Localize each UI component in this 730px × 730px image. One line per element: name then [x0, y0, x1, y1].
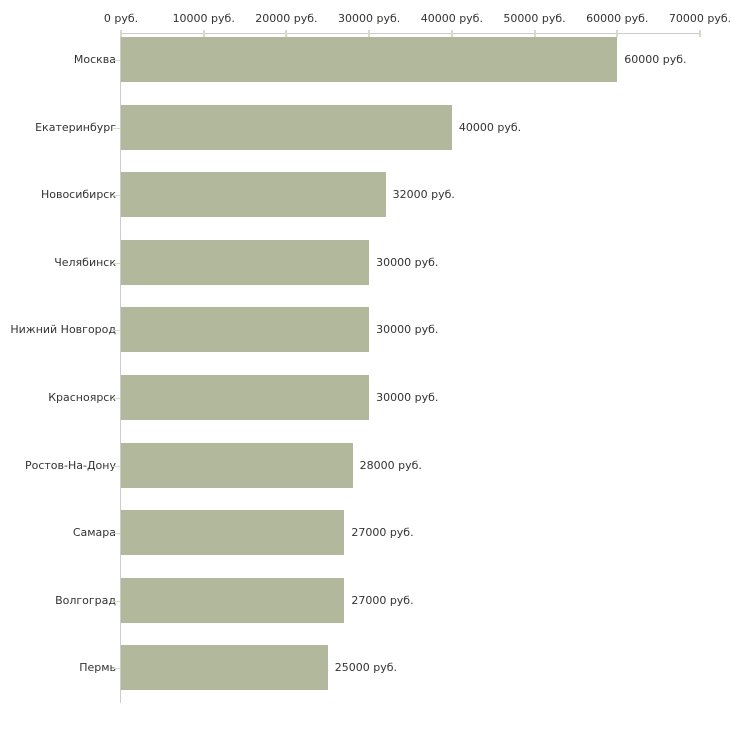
category-tick — [112, 127, 120, 129]
bar — [121, 104, 452, 150]
x-tick — [368, 30, 371, 37]
x-tick — [120, 30, 122, 37]
bar-value-label: 32000 руб. — [392, 188, 455, 202]
category-label: Самара — [72, 526, 116, 540]
bar-value-label: 40000 руб. — [458, 120, 522, 134]
x-tick-label: 10000 руб. — [172, 12, 235, 25]
category-label: Красноярск — [48, 391, 116, 404]
x-tick-label: 30000 руб. — [338, 12, 401, 25]
x-tick-label: 40000 руб. — [420, 12, 483, 25]
category-tick — [112, 262, 120, 264]
bar-value-label: 30000 руб. — [376, 391, 439, 404]
category-tick — [112, 533, 120, 535]
bar-value-label: 28000 руб. — [359, 458, 422, 472]
category-label: Нижний Новгород — [10, 323, 116, 337]
bar — [121, 510, 345, 556]
x-tick — [616, 30, 619, 37]
bar — [121, 577, 345, 623]
category-label: Екатеринбург — [35, 120, 116, 134]
category-label: Ростов-На-Дону — [24, 458, 116, 472]
x-tick-label: 70000 руб. — [668, 12, 730, 25]
bar — [121, 442, 353, 488]
bar — [121, 37, 618, 82]
category-tick — [112, 60, 120, 61]
category-tick — [112, 195, 120, 197]
bar — [121, 375, 370, 420]
bar-value-label: 30000 руб. — [376, 323, 439, 337]
x-tick-label: 20000 руб. — [255, 12, 318, 25]
category-tick — [112, 668, 120, 670]
bar-value-label: 27000 руб. — [351, 593, 414, 607]
x-tick-label: 60000 руб. — [586, 12, 649, 25]
bar — [121, 645, 328, 691]
x-tick — [533, 30, 536, 37]
x-tick — [699, 30, 701, 37]
bar-value-label: 30000 руб. — [376, 255, 439, 269]
category-tick — [112, 330, 120, 332]
category-tick — [112, 398, 120, 399]
bar — [121, 172, 386, 218]
bar-value-label: 60000 руб. — [624, 53, 687, 66]
x-tick — [202, 30, 205, 37]
x-tick-label: 50000 руб. — [503, 12, 566, 25]
bar — [121, 239, 370, 285]
bar-value-label: 25000 руб. — [334, 661, 398, 675]
bar — [121, 307, 370, 353]
category-label: Пермь — [79, 661, 116, 675]
category-label: Москва — [73, 53, 116, 66]
category-tick — [112, 600, 120, 602]
category-label: Новосибирск — [40, 188, 116, 202]
bar-value-label: 27000 руб. — [351, 526, 414, 540]
category-label: Челябинск — [54, 255, 116, 269]
category-label: Волгоград — [55, 593, 116, 607]
category-tick — [112, 465, 120, 467]
x-axis-line — [120, 33, 701, 34]
y-axis-line — [120, 33, 121, 703]
x-tick — [285, 30, 288, 37]
x-tick — [450, 30, 453, 37]
x-tick-label: 0 руб. — [103, 12, 139, 25]
